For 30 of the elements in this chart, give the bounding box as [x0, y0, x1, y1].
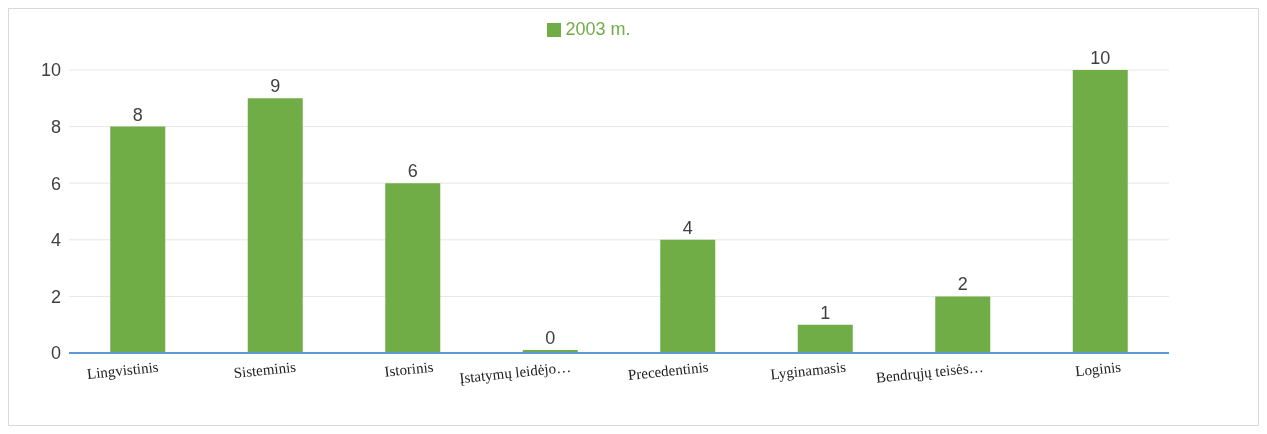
x-tick-label: Lyginamasis — [769, 358, 847, 383]
bar — [247, 98, 303, 353]
data-label: 8 — [132, 104, 143, 125]
data-label: 9 — [270, 76, 281, 97]
y-tick-label: 4 — [50, 230, 61, 251]
bar — [110, 126, 166, 353]
y-tick-label: 8 — [50, 116, 61, 137]
bar — [935, 296, 991, 353]
x-tick-label: Precedentinis — [627, 358, 710, 384]
bar — [660, 239, 716, 353]
legend-label: 2003 m. — [565, 19, 631, 39]
data-label: 4 — [682, 217, 693, 238]
x-tick-label: Lingvistinis — [86, 358, 160, 383]
bar — [797, 324, 853, 353]
bar — [385, 183, 441, 353]
y-tick-label: 10 — [40, 60, 61, 81]
x-tick-label: Bendrųjų teisės… — [875, 358, 985, 386]
data-label: 1 — [820, 302, 831, 323]
x-tick-label: Loginis — [1074, 358, 1122, 380]
data-label: 6 — [407, 161, 418, 182]
x-tick-label: Įstatymų leidėjo… — [458, 358, 572, 387]
y-tick-label: 6 — [50, 173, 61, 194]
data-label: 10 — [1090, 48, 1111, 68]
data-label: 2 — [957, 274, 968, 295]
x-tick-label: Istorinis — [383, 358, 435, 380]
y-tick-label: 0 — [50, 343, 61, 364]
y-tick-label: 2 — [50, 286, 61, 307]
bar — [1072, 70, 1128, 353]
x-tick-label: Sisteminis — [232, 358, 297, 382]
data-label: 0 — [545, 328, 556, 348]
